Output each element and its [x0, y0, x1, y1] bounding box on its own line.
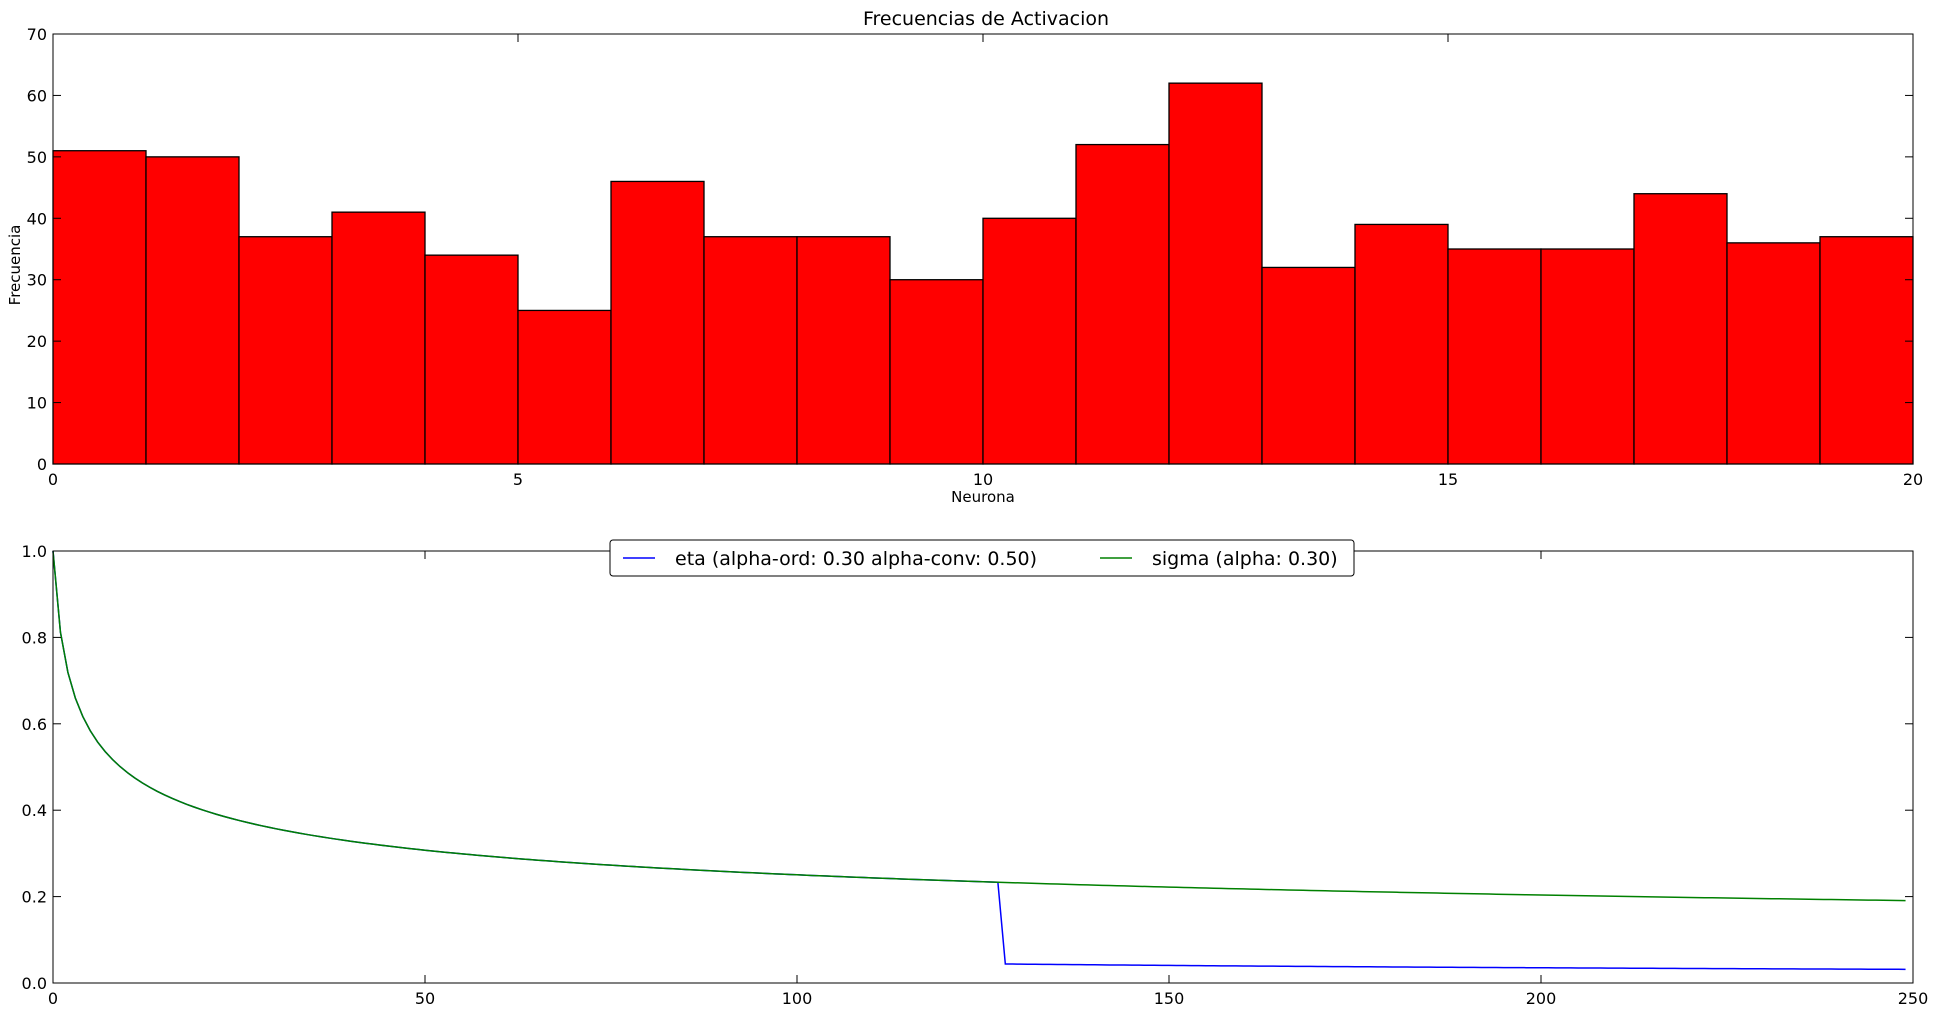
y-tick-label: 40: [27, 209, 47, 228]
x-tick-label: 0: [48, 989, 58, 1008]
y-tick-label: 0.0: [22, 974, 47, 993]
histogram-bar: [796, 236, 891, 465]
histogram-bar: [238, 236, 333, 465]
histogram-bar: [703, 236, 798, 465]
y-tick-label: 60: [27, 86, 47, 105]
y-tick-label: 0: [37, 455, 47, 474]
histogram-bar: [889, 279, 984, 465]
y-tick-label: 10: [27, 394, 47, 413]
y-tick-label: 0.4: [22, 801, 47, 820]
histogram-bar: [517, 309, 612, 465]
y-tick-label: 0.2: [22, 888, 47, 907]
legend-box: [609, 539, 1355, 577]
line-legend: eta (alpha-ord: 0.30 alpha-conv: 0.50) s…: [609, 539, 1355, 577]
histogram-bar: [331, 211, 426, 465]
x-tick-label: 0: [48, 470, 58, 489]
histogram-bar: [1447, 248, 1542, 465]
histogram-bar: [1354, 223, 1449, 465]
histogram-bar: [1168, 82, 1263, 465]
histogram-bar: [52, 150, 147, 465]
decay-line-chart: 0 50 100 150 200 250 0.0 0.2 0.4 0.6 0.8 1.0 eta (a…: [22, 539, 1929, 1008]
x-tick-label: 200: [1526, 989, 1557, 1008]
x-tick-label: 20: [1903, 470, 1923, 489]
line-plot-frame: [52, 550, 1914, 984]
decay-lines: [52, 550, 1906, 971]
histogram-bar: [1075, 143, 1170, 465]
histogram-bars: [52, 82, 1914, 465]
y-tick-label: 1.0: [22, 542, 47, 561]
histogram-bar: [1726, 242, 1821, 465]
y-tick-label: 30: [27, 271, 47, 290]
histogram-bar: [424, 254, 519, 465]
x-tick-label: 15: [1438, 470, 1458, 489]
histogram-bar: [1819, 236, 1914, 465]
x-tick-label: 50: [415, 989, 435, 1008]
y-tick-label: 50: [27, 148, 47, 167]
y-tick-label: 20: [27, 332, 47, 351]
line-ticks: 0 50 100 150 200 250 0.0 0.2 0.4 0.6 0.8 1.0: [22, 542, 1929, 1008]
histogram-bar: [145, 156, 240, 465]
y-tick-label: 0.8: [22, 628, 47, 647]
y-tick-label: 0.6: [22, 715, 47, 734]
series-line-eta: [52, 550, 1906, 971]
series-line-sigma: [52, 550, 1906, 902]
x-tick-label: 5: [513, 470, 523, 489]
legend-sigma-label: sigma (alpha: 0.30): [1152, 548, 1338, 570]
histogram-bar: [1540, 248, 1635, 465]
x-tick-label: 250: [1898, 989, 1929, 1008]
y-tick-label: 70: [27, 25, 47, 44]
x-tick-label: 100: [782, 989, 813, 1008]
x-tick-label: 10: [973, 470, 993, 489]
histogram-chart: Frecuencias de Activacion 0 5 10 15 20 0 10 20 3…: [6, 8, 1923, 506]
histogram-bar: [1261, 266, 1356, 465]
histogram-x-axis-label: Neurona: [951, 488, 1015, 506]
histogram-bar: [982, 217, 1077, 465]
histogram-bar: [1633, 193, 1728, 465]
histogram-bar: [610, 180, 705, 465]
x-tick-label: 150: [1154, 989, 1185, 1008]
histogram-ticks: 0 5 10 15 20 0 10 20 30 40 50 60 70: [27, 25, 1924, 489]
histogram-y-axis-label: Frecuencia: [6, 225, 24, 306]
legend-eta-label: eta (alpha-ord: 0.30 alpha-conv: 0.50): [675, 548, 1037, 570]
histogram-title: Frecuencias de Activacion: [863, 8, 1109, 30]
